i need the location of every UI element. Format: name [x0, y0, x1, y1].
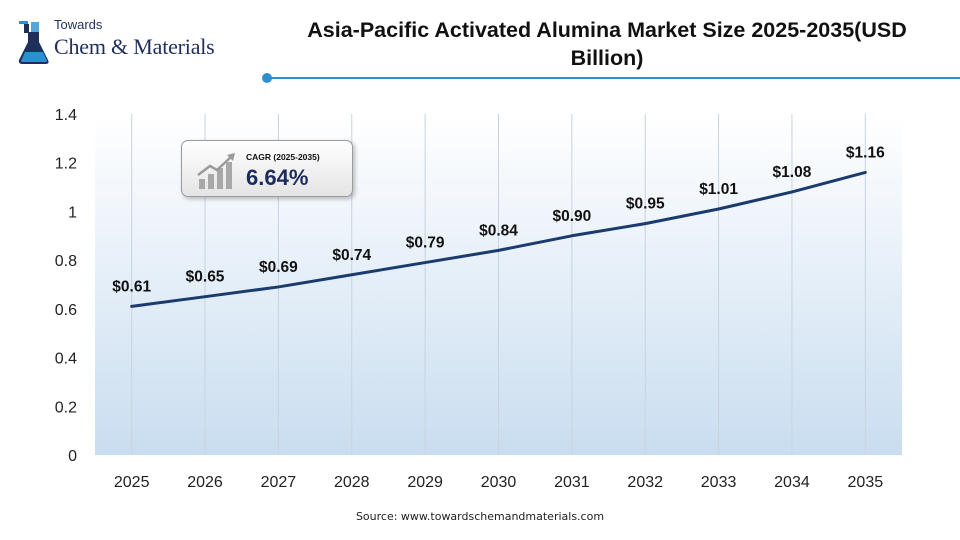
y-tick-label: 0.8: [55, 253, 77, 270]
logo-text-chem-materials: Chem & Materials: [54, 34, 215, 59]
x-tick-label-2028: 2028: [334, 474, 370, 491]
cagr-callout: CAGR (2025-2035) 6.64%: [181, 140, 353, 197]
data-label-2031: $0.90: [552, 208, 591, 225]
data-label-2032: $0.95: [626, 196, 665, 213]
data-label-2027: $0.69: [259, 259, 298, 276]
data-label-2028: $0.74: [332, 247, 371, 264]
data-label-2025: $0.61: [112, 278, 151, 295]
x-tick-label-2035: 2035: [848, 474, 884, 491]
x-tick-label-2033: 2033: [701, 474, 737, 491]
brand-logo: Towards Chem & Materials: [14, 14, 254, 66]
cagr-value: 6.64%: [246, 165, 309, 190]
y-tick-label: 1.4: [55, 107, 77, 124]
y-tick-label: 0.6: [55, 302, 77, 319]
x-tick-label-2025: 2025: [114, 474, 150, 491]
flask-icon: [18, 21, 49, 64]
x-tick-label-2034: 2034: [774, 474, 810, 491]
series-line: [130, 170, 867, 308]
data-label-2034: $1.08: [773, 164, 812, 181]
data-label-2035: $1.16: [846, 144, 885, 161]
x-tick-label-2026: 2026: [187, 474, 223, 491]
x-tick-label-2029: 2029: [407, 474, 443, 491]
y-tick-label: 1: [68, 204, 77, 221]
data-label-2033: $1.01: [699, 181, 738, 198]
x-tick-label-2030: 2030: [481, 474, 517, 491]
source-note: Source: www.towardschemandmaterials.com: [355, 510, 605, 523]
y-tick-label: 0.2: [55, 399, 77, 416]
cagr-label: CAGR (2025-2035): [246, 152, 320, 162]
x-tick-label-2031: 2031: [554, 474, 590, 491]
x-tick-label-2027: 2027: [261, 474, 297, 491]
data-label-2026: $0.65: [186, 269, 225, 286]
chart-title: Asia-Pacific Activated Alumina Market Si…: [307, 18, 907, 70]
growth-chart-icon: [197, 153, 235, 189]
y-tick-label: 0.4: [55, 351, 77, 368]
y-tick-label: 0: [68, 448, 77, 465]
title-divider: [262, 73, 960, 83]
logo-text-towards: Towards: [54, 17, 103, 32]
x-tick-label-2032: 2032: [627, 474, 663, 491]
y-tick-label: 1.2: [55, 156, 77, 173]
data-label-2029: $0.79: [406, 235, 445, 252]
data-label-2030: $0.84: [479, 222, 518, 239]
